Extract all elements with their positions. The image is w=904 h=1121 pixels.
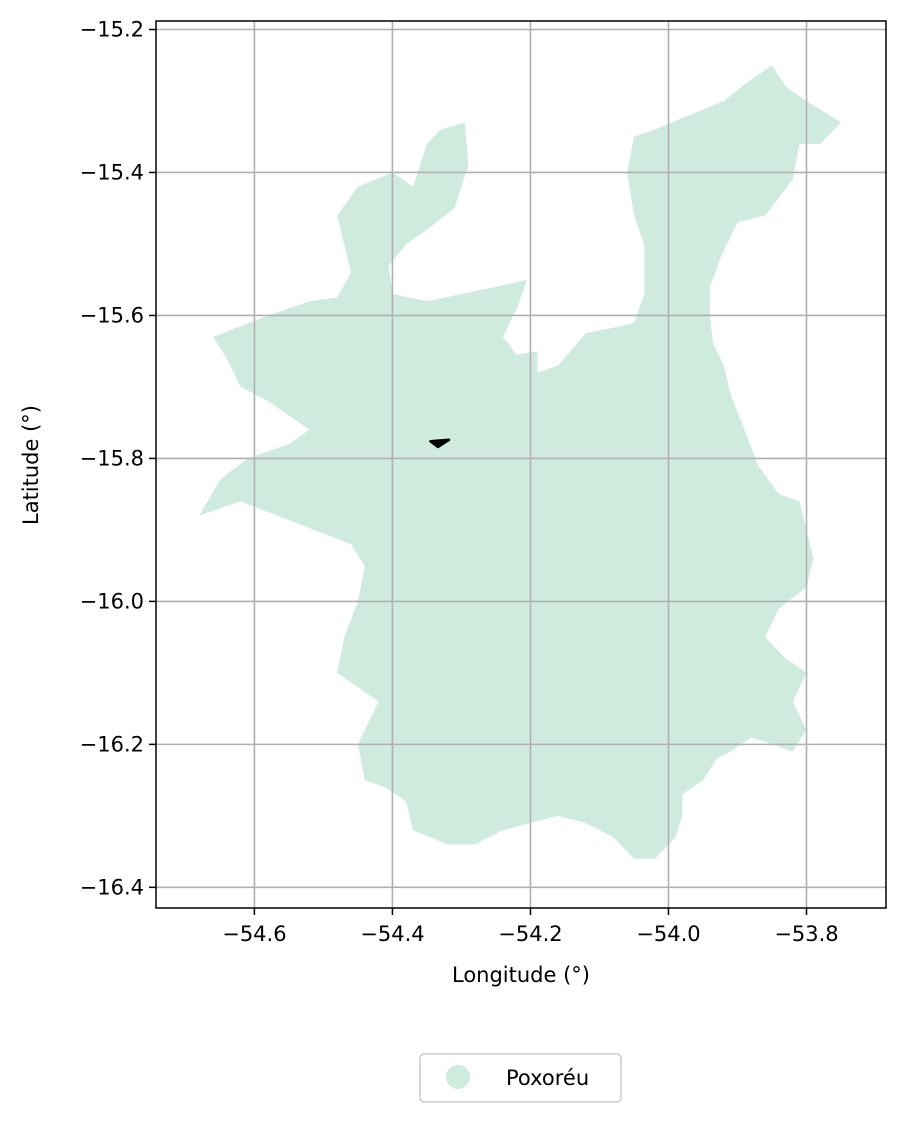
legend-box — [419, 1053, 622, 1103]
y-tick-label-5: −16.2 — [80, 732, 144, 756]
tick-layer: −54.6 −54.4 −54.2 −54.0 −53.8 −15.2 −15.4 −15.6… — [80, 18, 839, 946]
y-tick-label-3: −15.8 — [80, 446, 144, 470]
location-marker — [429, 438, 451, 449]
y-tick-label-1: −15.4 — [80, 160, 144, 184]
x-tick-label-0: −54.6 — [222, 922, 286, 946]
region-poxoreu — [199, 65, 841, 859]
x-tick-label-3: −54.0 — [636, 922, 700, 946]
grid-layer — [156, 21, 886, 908]
marker-layer — [429, 438, 451, 449]
x-tick-label-1: −54.4 — [360, 922, 424, 946]
y-axis-label: Latitude (°) — [19, 405, 43, 525]
y-tick-label-0: −15.2 — [80, 18, 144, 42]
legend-swatch-poxoreu — [446, 1065, 470, 1089]
region-layer — [199, 65, 841, 859]
legend-label-poxoreu: Poxoréu — [506, 1066, 589, 1090]
x-tick-label-4: −53.8 — [774, 922, 838, 946]
plot-frame — [155, 20, 887, 909]
y-tick-label-6: −16.4 — [80, 875, 144, 899]
x-tick-label-2: −54.2 — [498, 922, 562, 946]
y-tick-label-4: −16.0 — [80, 589, 144, 613]
y-tick-label-2: −15.6 — [80, 303, 144, 327]
legend: Poxoréu — [419, 1053, 622, 1103]
x-axis-label: Longitude (°) — [452, 963, 590, 987]
